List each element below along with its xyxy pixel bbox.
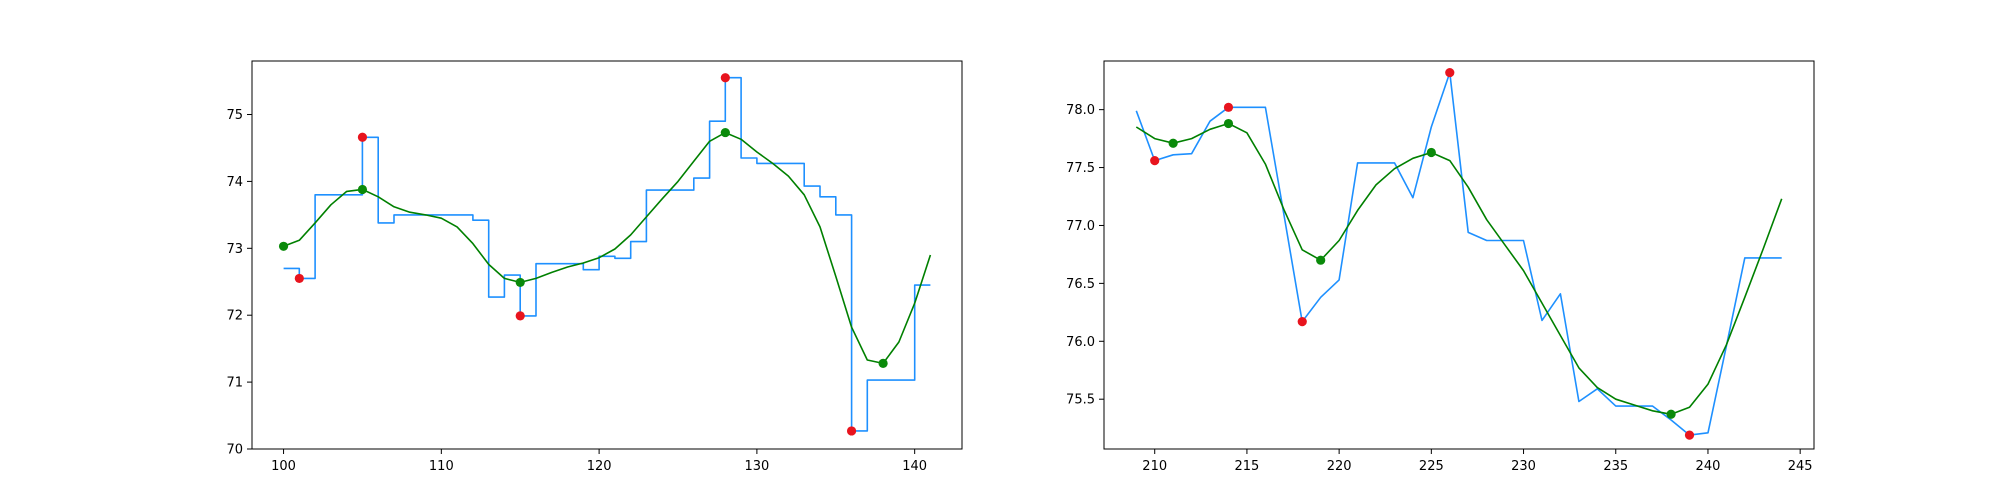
y-tick-label: 70 [226, 443, 243, 458]
y-tick-label: 75 [226, 108, 243, 123]
x-tick-label: 215 [1235, 459, 1260, 474]
right-chart-panel: 210 215 220 225 230 235 240 245 75.5 76.0 76.5 77.0… [1066, 60, 1815, 474]
x-tick-label: 140 [902, 459, 927, 474]
y-tick-label: 78.0 [1066, 103, 1095, 118]
y-tick-label: 73 [226, 242, 243, 257]
x-tick-label: 100 [271, 459, 296, 474]
x-tick-label: 230 [1511, 459, 1536, 474]
smoothed-extremum-point [1168, 138, 1178, 148]
x-tick-label: 245 [1788, 459, 1813, 474]
x-tick-label: 225 [1419, 459, 1444, 474]
y-tick-label: 71 [226, 376, 243, 391]
x-tick-label: 235 [1603, 459, 1628, 474]
smoothed-extremum-point [1223, 118, 1234, 129]
x-tick-label: 220 [1327, 459, 1352, 474]
x-tick-label: 210 [1142, 459, 1167, 474]
y-tick-label: 76.0 [1066, 335, 1095, 350]
smoothed-series-line [283, 131, 932, 365]
y-tick-label: 74 [226, 175, 243, 190]
smoothed-extremum-point [720, 127, 730, 138]
raw-extremum-point [1297, 316, 1307, 327]
x-tick-label: 130 [744, 459, 769, 474]
smoothed-extremum-point [878, 358, 888, 368]
raw-series-line [1135, 71, 1782, 436]
y-tick-label: 77.5 [1066, 161, 1095, 176]
smoothed-extremum-point [1426, 147, 1436, 158]
left-chart-panel: 100 110 120 130 140 70 71 72 73 74 75 [226, 60, 963, 474]
raw-series-line [283, 76, 931, 432]
y-tick-label: 72 [226, 309, 243, 324]
axes-frame [251, 60, 963, 450]
smoothed-extremum-point [515, 277, 525, 288]
raw-extremum-point [1223, 102, 1234, 112]
x-tick-label: 110 [429, 459, 454, 474]
raw-extremum-point [1445, 67, 1455, 78]
raw-extremum-point [1150, 156, 1160, 166]
smoothed-extremum-point [1666, 409, 1676, 419]
raw-extremum-point [294, 273, 304, 284]
raw-extremum-point [515, 311, 525, 321]
raw-extremum-point [357, 132, 368, 142]
smoothed-extremum-point [1316, 255, 1326, 265]
smoothed-extremum-point [357, 184, 368, 195]
y-tick-label: 75.5 [1066, 393, 1095, 408]
raw-extremum-point [1684, 430, 1695, 440]
axes-frame [1103, 60, 1815, 450]
y-tick-label: 76.5 [1066, 277, 1095, 292]
raw-extremum-point [846, 426, 857, 436]
smoothed-extremum-point [278, 241, 289, 251]
raw-extremum-point [720, 73, 730, 83]
x-tick-label: 120 [587, 459, 612, 474]
x-tick-label: 240 [1696, 459, 1721, 474]
y-tick-label: 77.0 [1066, 219, 1095, 234]
